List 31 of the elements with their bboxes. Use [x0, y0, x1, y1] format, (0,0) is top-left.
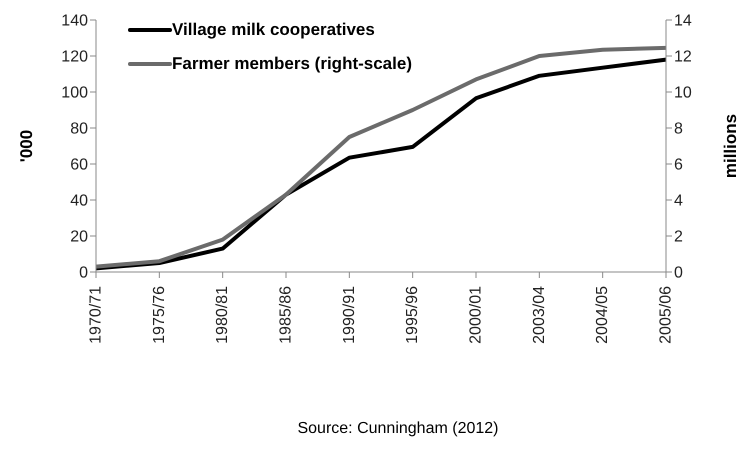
y2-tick-label: 8	[674, 120, 683, 138]
legend-label: Farmer members (right-scale)	[172, 54, 412, 74]
y-tick-label: 100	[61, 84, 88, 102]
y-tick-label: 20	[70, 228, 88, 246]
y-axis-title: '000	[17, 130, 36, 162]
x-tick-label: 1975/76	[150, 286, 168, 344]
x-tick-label: 1980/81	[214, 286, 232, 344]
y-tick-label: 40	[70, 192, 88, 210]
y-tick-label: 0	[79, 264, 88, 282]
y2-tick-label: 4	[674, 192, 683, 210]
y2-tick-label: 2	[674, 228, 683, 246]
x-tick-label: 1990/91	[340, 286, 358, 344]
y-tick-label: 60	[70, 156, 88, 174]
x-tick-label: 1970/71	[88, 286, 104, 344]
y2-tick-label: 10	[674, 84, 692, 102]
x-tick-label: 1985/86	[278, 286, 294, 344]
y2-axis-title: millions	[721, 114, 740, 178]
y2-tick-label: 12	[674, 48, 692, 66]
y-tick-label: 120	[61, 48, 88, 66]
legend-label: Village milk cooperatives	[172, 20, 375, 40]
y2-tick-label: 6	[674, 156, 683, 174]
source-note: Source: Cunningham (2012)	[296, 420, 500, 438]
y2-tick-label: 14	[674, 12, 692, 30]
x-tick-label: 2003/04	[530, 286, 548, 344]
x-tick-label: 2005/06	[658, 286, 674, 344]
x-tick-label: 1995/96	[404, 286, 422, 344]
y2-tick-label: 0	[674, 264, 683, 282]
y-tick-label: 80	[70, 120, 88, 138]
y-tick-label: 140	[61, 12, 88, 30]
x-tick-label: 2004/05	[594, 286, 612, 344]
x-tick-label: 2000/01	[468, 286, 484, 344]
